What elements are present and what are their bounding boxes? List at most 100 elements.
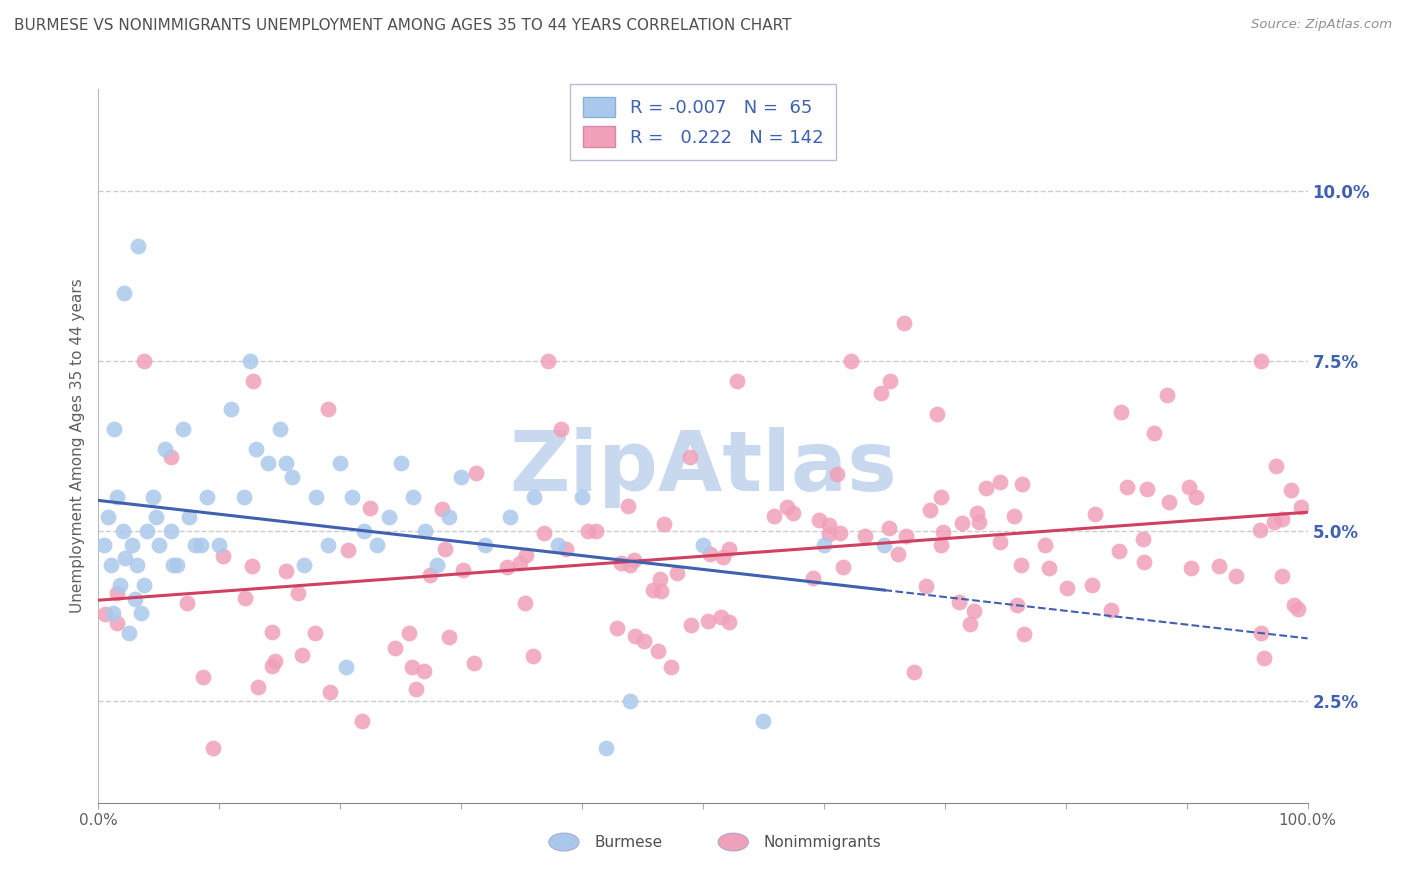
Point <box>112 286 135 301</box>
Point <box>832 560 855 574</box>
Point <box>619 694 641 708</box>
Point <box>915 579 938 593</box>
Point <box>262 624 284 639</box>
Point <box>1250 625 1272 640</box>
Point <box>366 537 388 551</box>
Point <box>179 510 201 524</box>
Point <box>679 450 702 464</box>
Point <box>342 490 364 504</box>
Point <box>202 741 225 756</box>
Point <box>571 490 593 504</box>
Point <box>336 542 359 557</box>
Point <box>988 535 1011 549</box>
Point <box>894 529 917 543</box>
Point <box>659 659 682 673</box>
Point <box>274 564 297 578</box>
Point <box>513 596 536 610</box>
Point <box>692 537 714 551</box>
Point <box>463 656 485 670</box>
Point <box>679 618 702 632</box>
Point <box>292 558 315 572</box>
Point <box>166 558 188 572</box>
Point <box>879 375 901 389</box>
Point <box>1208 558 1230 573</box>
Point <box>127 238 149 252</box>
Point <box>652 517 675 532</box>
Point <box>105 586 128 600</box>
Point <box>318 401 340 416</box>
Point <box>148 537 170 551</box>
Point <box>828 526 851 541</box>
Point <box>718 615 741 629</box>
Point <box>103 422 125 436</box>
Point <box>127 558 149 572</box>
Point <box>576 524 599 539</box>
Point <box>114 551 136 566</box>
Point <box>430 502 453 516</box>
Point <box>1178 480 1201 494</box>
Point <box>725 375 748 389</box>
Point <box>1289 500 1312 514</box>
Point <box>929 538 952 552</box>
Point <box>1143 426 1166 441</box>
Point <box>105 615 128 630</box>
Point <box>498 510 520 524</box>
Point <box>966 507 988 521</box>
Y-axis label: Unemployment Among Ages 35 to 44 years: Unemployment Among Ages 35 to 44 years <box>69 278 84 614</box>
Point <box>624 629 647 643</box>
Point <box>465 466 488 480</box>
Point <box>606 621 628 635</box>
Point <box>1271 512 1294 526</box>
Text: Source: ZipAtlas.com: Source: ZipAtlas.com <box>1251 18 1392 31</box>
Point <box>239 354 262 368</box>
Point <box>319 684 342 698</box>
Point <box>697 615 720 629</box>
Point <box>1109 405 1132 419</box>
Point <box>437 510 460 524</box>
Point <box>124 591 146 606</box>
Point <box>195 490 218 504</box>
Point <box>172 422 194 436</box>
Point <box>650 572 672 586</box>
Point <box>242 375 264 389</box>
Point <box>359 501 381 516</box>
Point <box>1012 627 1035 641</box>
Point <box>762 509 785 524</box>
Point <box>870 386 893 401</box>
Point <box>536 354 558 368</box>
Point <box>97 510 120 524</box>
Point <box>162 558 184 572</box>
Point <box>453 563 475 577</box>
Point <box>782 506 804 520</box>
Point <box>650 583 672 598</box>
Point <box>555 542 578 557</box>
Point <box>350 714 373 729</box>
Point <box>263 654 285 668</box>
Point <box>711 550 734 565</box>
Point <box>316 537 339 551</box>
Point <box>1133 556 1156 570</box>
Point <box>1282 599 1305 613</box>
Point <box>94 607 117 622</box>
Point <box>398 626 420 640</box>
Point <box>160 524 183 538</box>
Point <box>132 354 155 368</box>
Point <box>111 524 134 538</box>
Point <box>948 595 970 609</box>
Point <box>129 606 152 620</box>
Point <box>304 625 326 640</box>
Point <box>1038 560 1060 574</box>
Point <box>142 490 165 504</box>
Point <box>190 537 212 551</box>
Point <box>100 558 122 572</box>
Point <box>807 513 830 527</box>
Point <box>291 648 314 662</box>
Point <box>240 559 263 574</box>
Text: Nonimmigrants: Nonimmigrants <box>763 835 882 849</box>
Point <box>232 490 254 504</box>
Point <box>585 524 607 538</box>
Point <box>1056 581 1078 595</box>
Point <box>256 456 278 470</box>
Point <box>281 469 304 483</box>
Point <box>118 626 141 640</box>
